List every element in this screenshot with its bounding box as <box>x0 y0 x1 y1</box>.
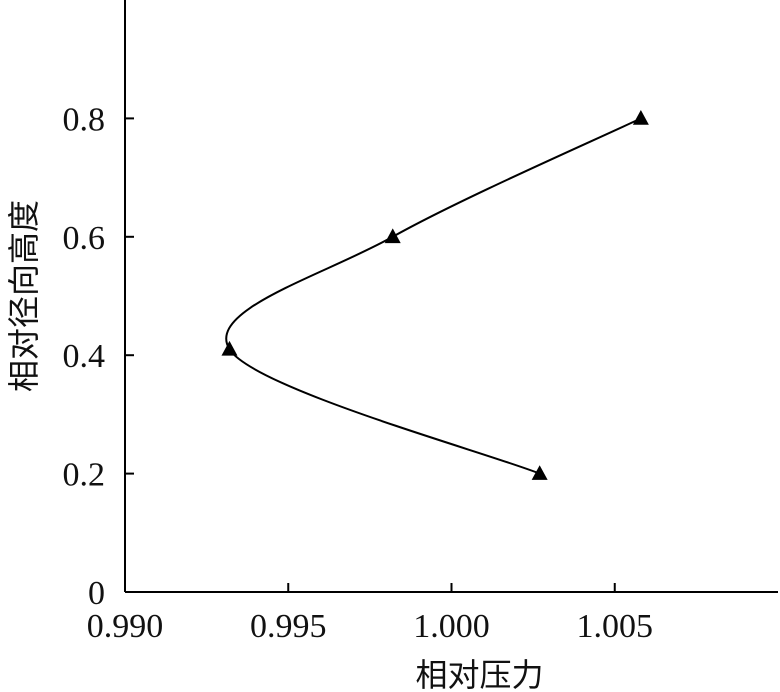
y-tick-label: 0.2 <box>63 457 106 494</box>
y-tick-label: 0 <box>88 575 105 612</box>
data-point-marker <box>531 465 548 480</box>
data-point-marker <box>384 228 401 244</box>
y-tick-label: 0.6 <box>63 220 106 257</box>
x-tick-label: 0.995 <box>250 608 327 645</box>
y-axis-title: 相对径向高度 <box>5 200 43 392</box>
data-point-marker <box>632 110 649 125</box>
data-point-marker <box>221 340 238 356</box>
x-axis-title: 相对压力 <box>415 656 543 692</box>
x-tick-label: 1.000 <box>413 608 490 645</box>
plot-area <box>221 110 649 480</box>
ticks: 0.990 0.995 1.000 1.005 0 0.2 0.4 0.6 0.8 <box>63 101 654 645</box>
axes <box>124 0 778 593</box>
series-line <box>225 117 642 475</box>
y-tick-label: 0.8 <box>63 101 106 138</box>
y-tick-label: 0.4 <box>63 338 106 375</box>
x-tick-label: 1.005 <box>577 608 654 645</box>
x-tick-label: 0.990 <box>87 608 164 645</box>
